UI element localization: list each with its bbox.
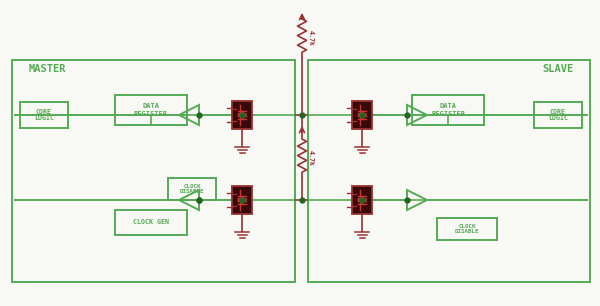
- Text: CORE
LOGIC: CORE LOGIC: [548, 109, 568, 121]
- Text: CLOCK
DISABLE: CLOCK DISABLE: [180, 184, 204, 194]
- Polygon shape: [238, 199, 246, 204]
- Bar: [168, 178, 216, 200]
- Polygon shape: [358, 111, 366, 116]
- Polygon shape: [238, 196, 246, 201]
- Bar: [352, 101, 372, 129]
- Polygon shape: [238, 111, 246, 116]
- Bar: [20, 102, 68, 128]
- Polygon shape: [238, 114, 246, 119]
- Text: DATA
REGISTER: DATA REGISTER: [134, 103, 168, 117]
- Text: 4.7k: 4.7k: [308, 150, 314, 166]
- Polygon shape: [358, 196, 366, 201]
- Bar: [115, 95, 187, 125]
- Bar: [308, 60, 590, 282]
- Text: 4.7k: 4.7k: [308, 30, 314, 46]
- Bar: [412, 95, 484, 125]
- Bar: [12, 60, 295, 282]
- Bar: [437, 218, 497, 240]
- Bar: [232, 186, 252, 214]
- Polygon shape: [358, 199, 366, 204]
- Text: SLAVE: SLAVE: [542, 64, 574, 74]
- Bar: [115, 210, 187, 235]
- Text: CLOCK
DISABLE: CLOCK DISABLE: [455, 224, 479, 234]
- Text: CORE
LOGIC: CORE LOGIC: [34, 109, 54, 121]
- Bar: [534, 102, 582, 128]
- Text: DATA
REGISTER: DATA REGISTER: [431, 103, 465, 117]
- Polygon shape: [358, 114, 366, 119]
- Text: MASTER: MASTER: [28, 64, 66, 74]
- Bar: [352, 186, 372, 214]
- Bar: [232, 101, 252, 129]
- Text: CLOCK GEN: CLOCK GEN: [133, 219, 169, 226]
